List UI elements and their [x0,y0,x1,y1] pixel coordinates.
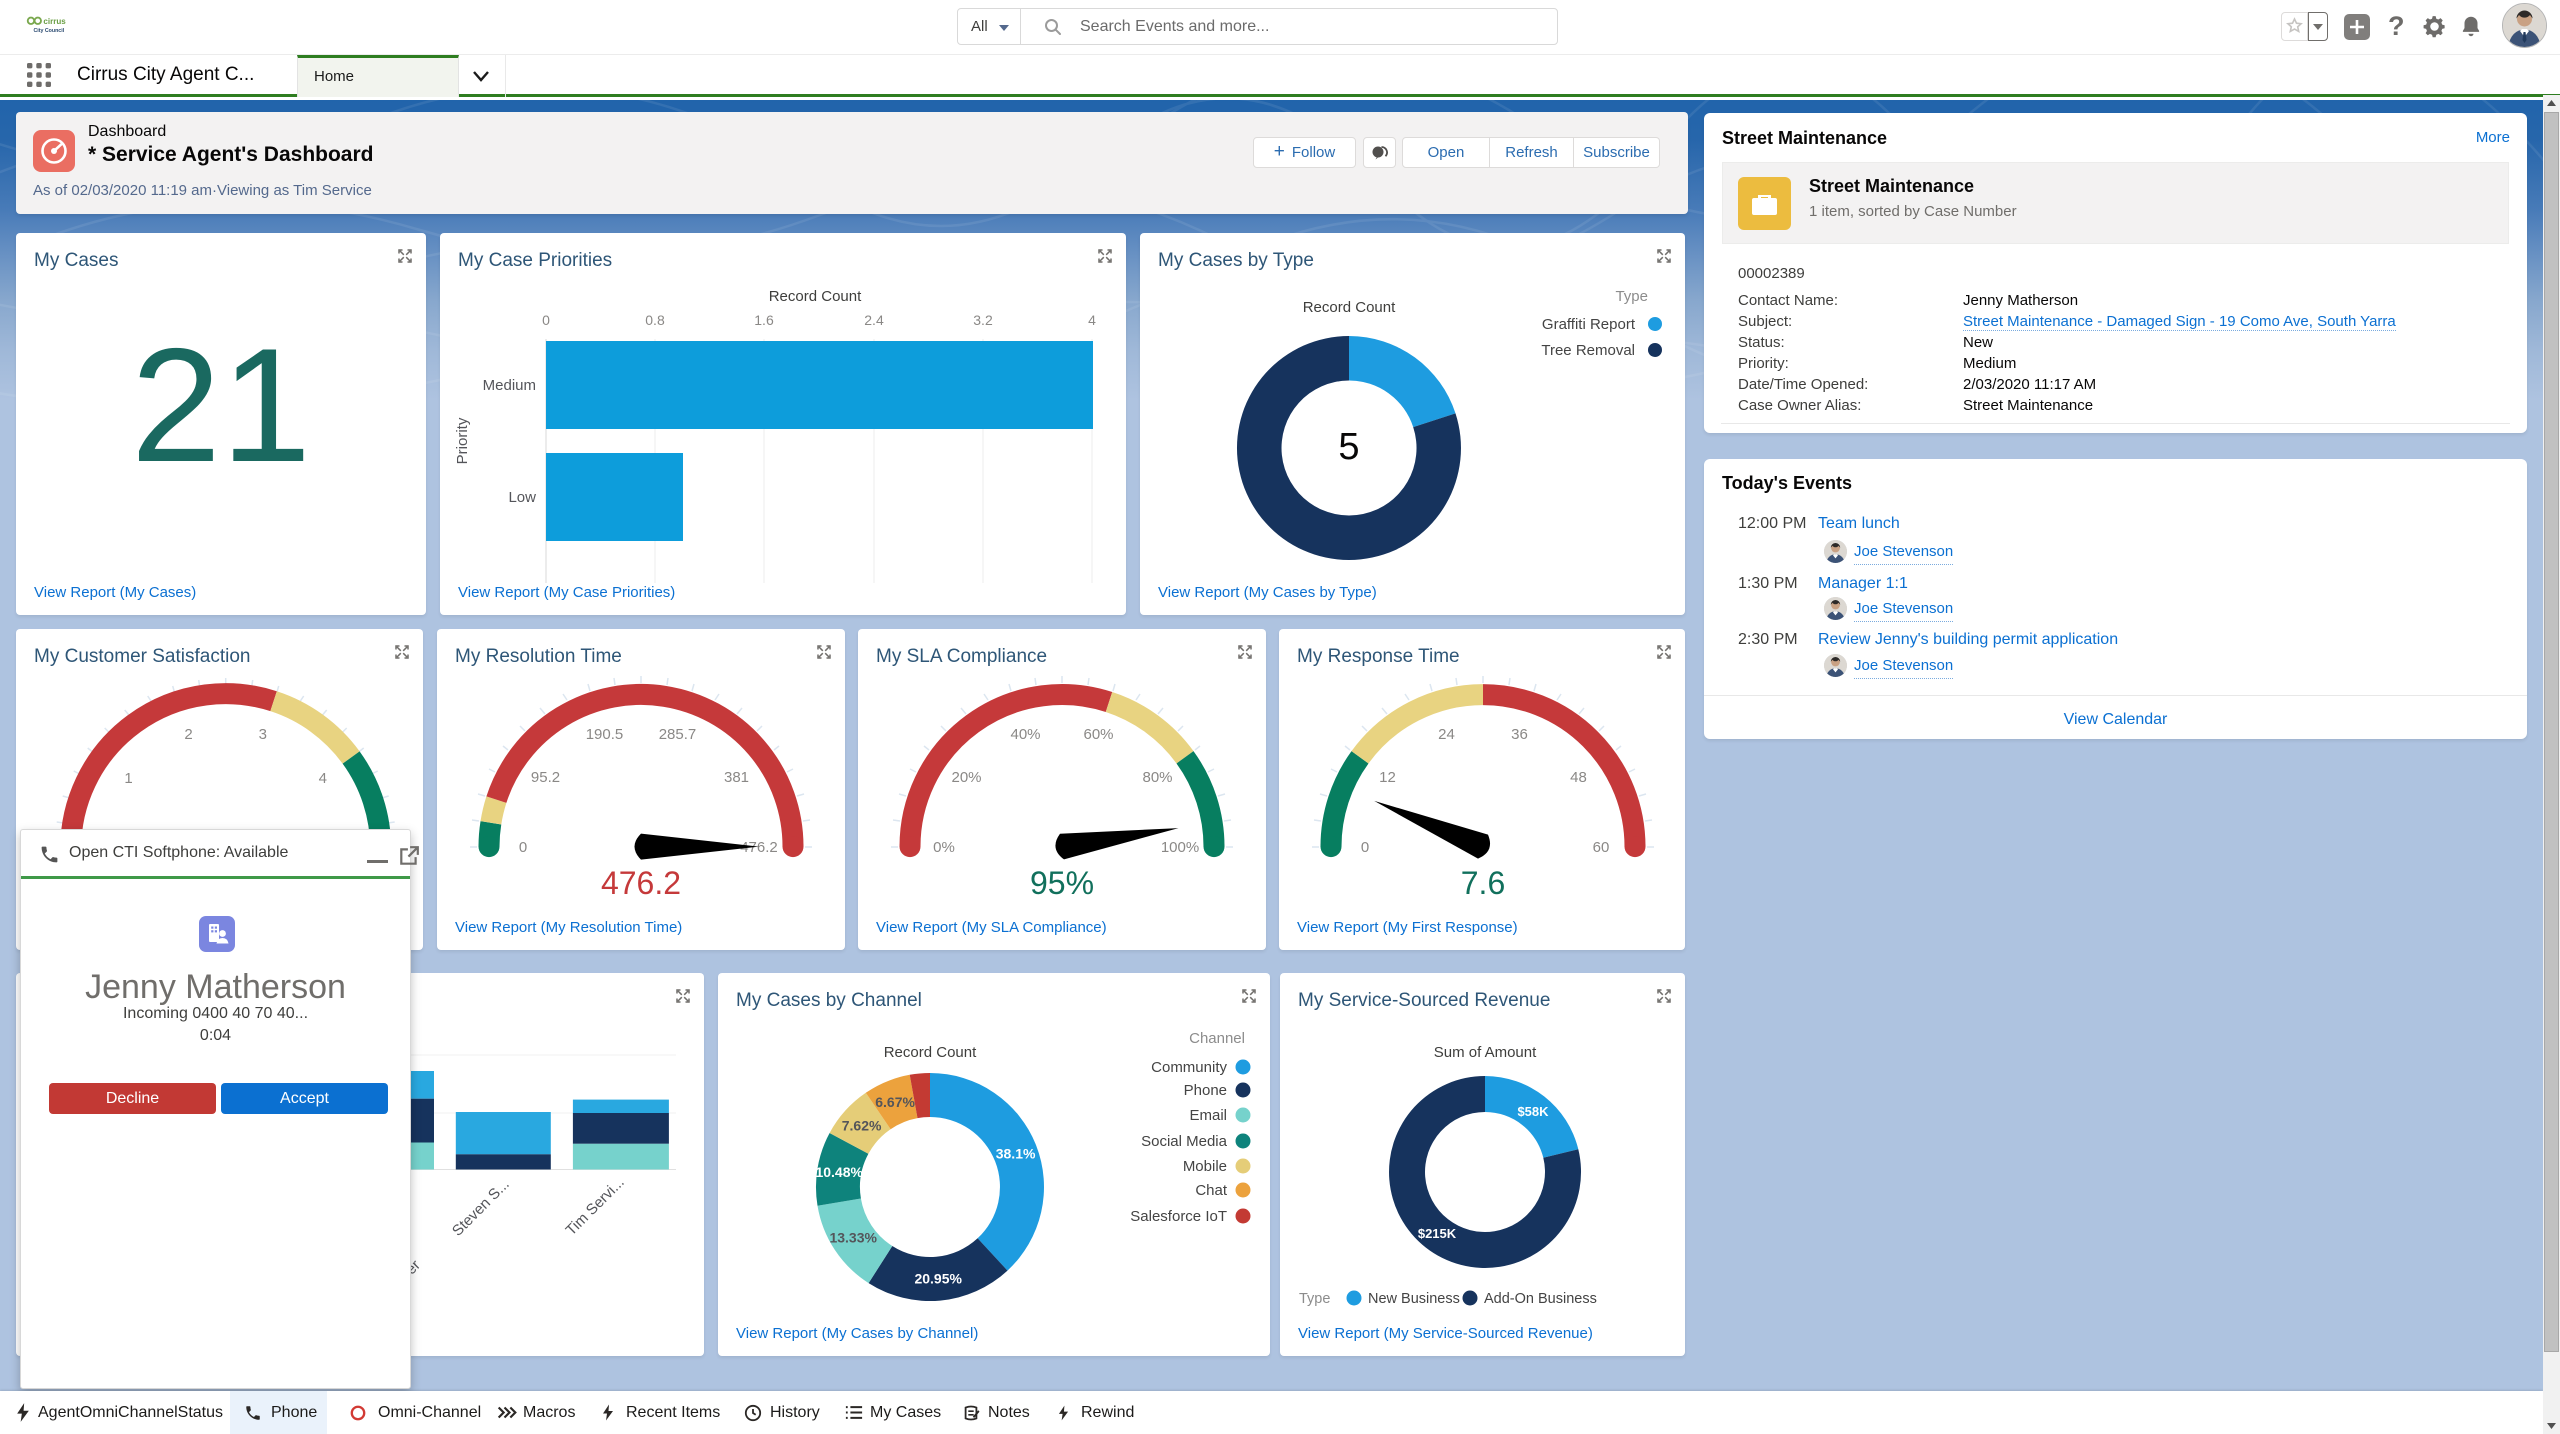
svg-text:Social Media: Social Media [1141,1133,1228,1150]
svg-text:Steven S...: Steven S... [449,1176,513,1240]
svg-text:4: 4 [319,770,327,787]
svg-text:Tree Removal: Tree Removal [1541,342,1635,359]
svg-text:7.6: 7.6 [1461,865,1505,901]
svg-text:60%: 60% [1083,726,1113,743]
svg-text:Record Count: Record Count [1303,299,1396,316]
svg-text:Tim Servi...: Tim Servi... [563,1174,628,1239]
svg-text:1.6: 1.6 [754,312,774,328]
svg-text:80%: 80% [1142,769,1172,786]
svg-text:476.2: 476.2 [601,865,681,901]
svg-text:0: 0 [542,312,550,328]
svg-text:60: 60 [1593,839,1610,856]
svg-text:24: 24 [1438,726,1455,743]
svg-text:6.67%: 6.67% [875,1094,915,1110]
svg-text:$215K: $215K [1418,1226,1457,1241]
svg-text:$58K: $58K [1517,1104,1549,1119]
svg-text:Salesforce IoT: Salesforce IoT [1130,1208,1227,1225]
svg-text:Add-On Business: Add-On Business [1484,1291,1597,1307]
svg-text:13.33%: 13.33% [829,1230,877,1246]
svg-text:100%: 100% [1161,839,1199,856]
svg-text:New Business: New Business [1368,1291,1460,1307]
svg-text:476.2: 476.2 [740,839,778,856]
svg-text:5: 5 [1338,426,1359,468]
svg-text:190.5: 190.5 [586,726,624,743]
svg-text:36: 36 [1511,726,1528,743]
svg-text:0: 0 [519,839,527,856]
svg-text:7.62%: 7.62% [842,1117,882,1133]
svg-text:Chat: Chat [1195,1182,1228,1199]
svg-text:Sum of Amount: Sum of Amount [1434,1044,1537,1061]
svg-text:Low: Low [508,489,536,506]
svg-text:95%: 95% [1030,865,1094,901]
svg-text:38.1%: 38.1% [996,1145,1036,1161]
svg-text:Email: Email [1189,1107,1227,1124]
svg-text:10.48%: 10.48% [815,1164,863,1180]
svg-text:Priority: Priority [454,417,471,464]
svg-text:0%: 0% [933,839,955,856]
svg-text:Medium: Medium [483,377,536,394]
svg-text:City Council: City Council [33,28,64,34]
svg-text:48: 48 [1570,769,1587,786]
svg-text:2.4: 2.4 [864,312,884,328]
svg-text:0.8: 0.8 [645,312,665,328]
svg-text:Community: Community [1151,1059,1227,1076]
svg-text:Type: Type [1299,1291,1330,1307]
svg-text:3: 3 [259,726,267,743]
svg-text:20.95%: 20.95% [914,1271,962,1287]
svg-text:Graffiti Report: Graffiti Report [1542,316,1636,333]
svg-text:0: 0 [1361,839,1369,856]
svg-text:4: 4 [1088,312,1096,328]
svg-text:Phone: Phone [1184,1082,1227,1099]
svg-text:cirrus: cirrus [43,17,66,26]
svg-text:3.2: 3.2 [973,312,993,328]
svg-text:12: 12 [1379,769,1396,786]
svg-text:40%: 40% [1010,726,1040,743]
svg-text:95.2: 95.2 [531,769,560,786]
svg-text:Channel: Channel [1189,1030,1245,1047]
svg-text:Record Count: Record Count [884,1044,977,1061]
svg-text:285.7: 285.7 [659,726,697,743]
svg-text:Type: Type [1615,288,1648,305]
svg-text:Record Count: Record Count [769,288,862,305]
svg-text:2: 2 [184,726,192,743]
svg-text:Mobile: Mobile [1183,1158,1227,1175]
svg-text:381: 381 [724,769,749,786]
svg-text:20%: 20% [951,769,981,786]
svg-text:1: 1 [124,770,132,787]
